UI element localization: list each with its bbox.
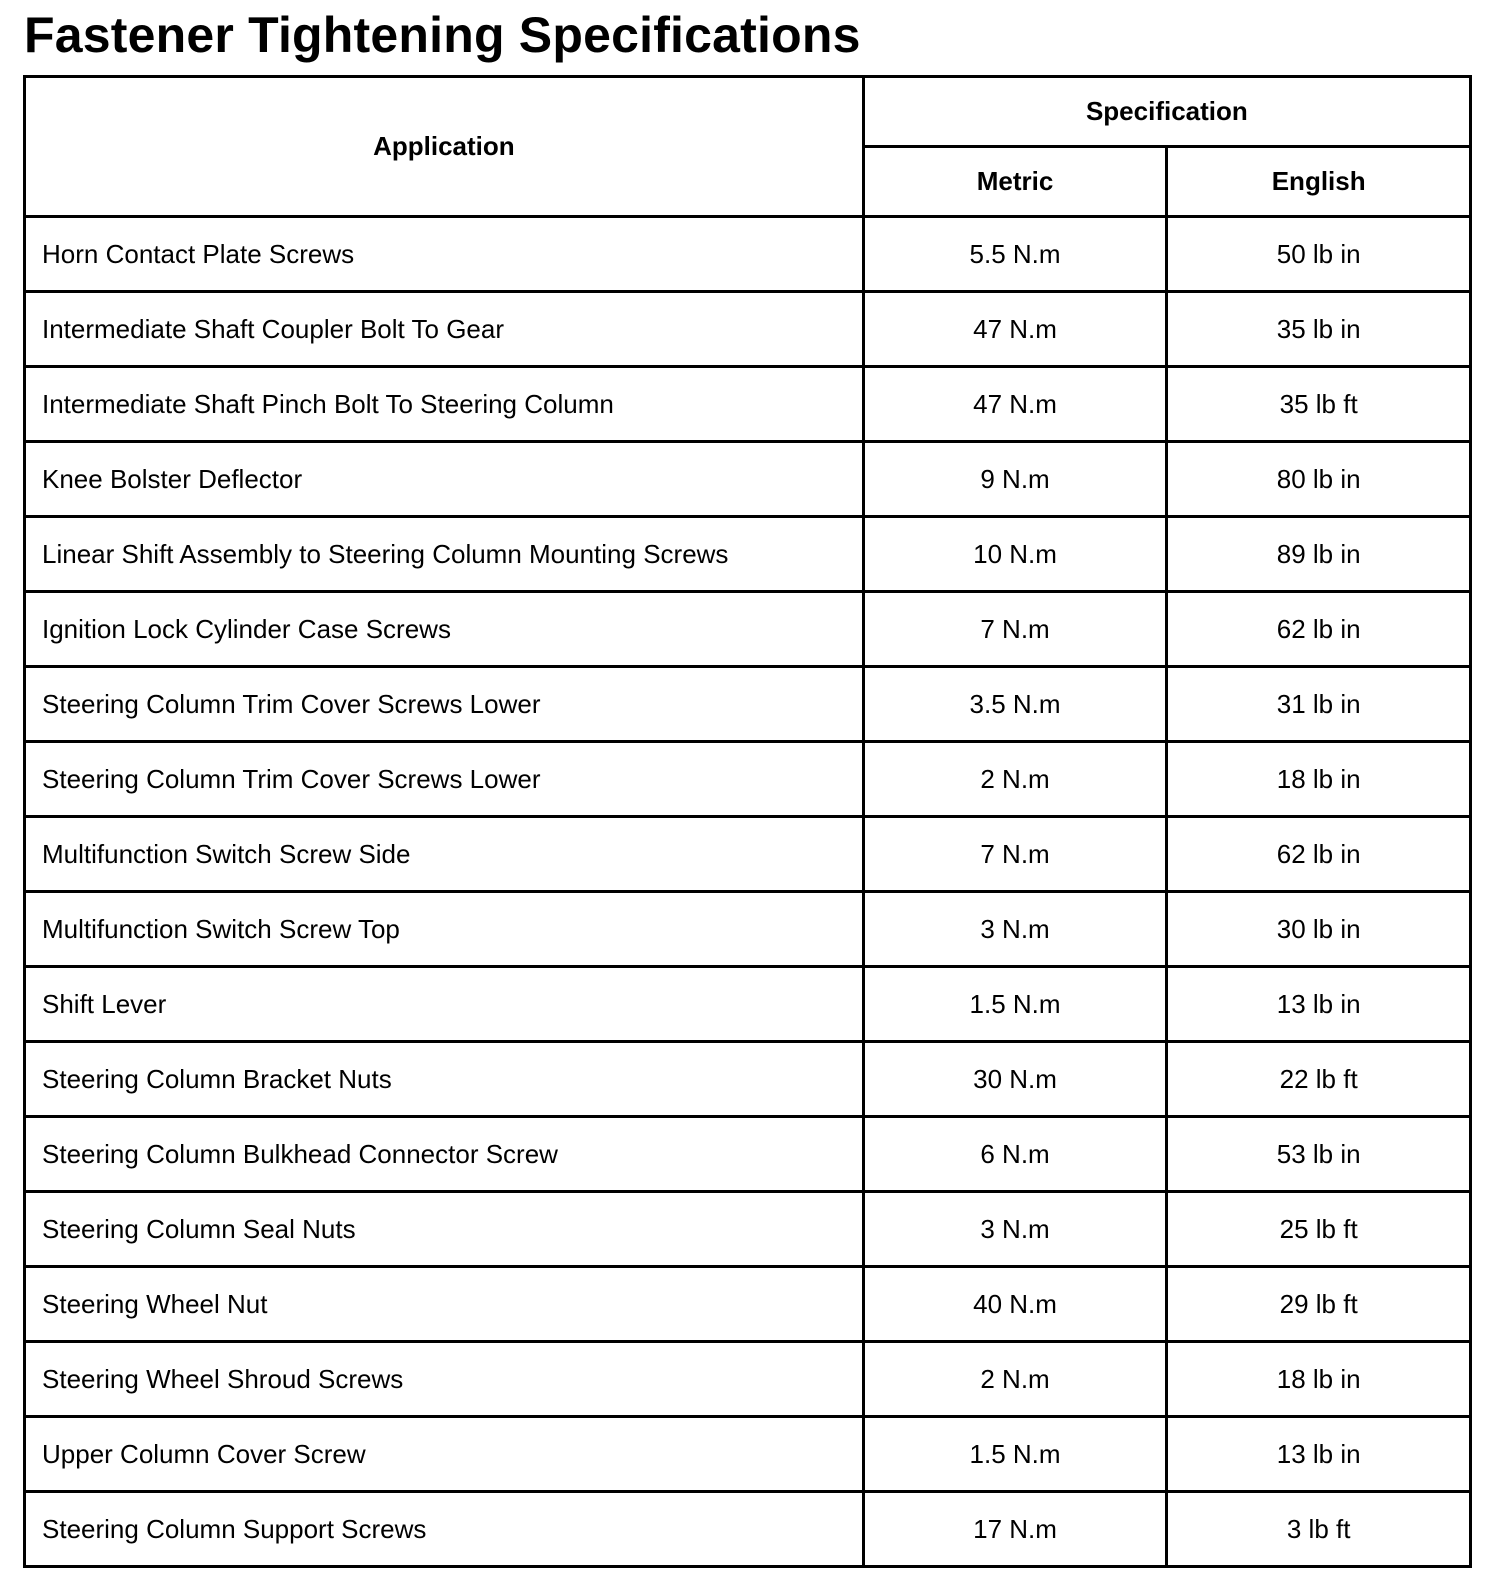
table-row: Knee Bolster Deflector 9 N.m 80 lb in [23, 440, 1472, 518]
application-cell: Steering Column Bulkhead Connector Screw [23, 1115, 865, 1193]
table-row: Steering Column Support Screws 17 N.m 3 lb… [23, 1490, 1472, 1568]
english-cell: 62 lb in [1165, 590, 1472, 668]
application-cell: Steering Wheel Nut [23, 1265, 865, 1343]
application-cell: Steering Column Trim Cover Screws Lower [23, 740, 865, 818]
english-cell: 35 lb in [1165, 290, 1472, 368]
table-row: Intermediate Shaft Pinch Bolt To Steerin… [23, 365, 1472, 443]
application-cell: Steering Column Support Screws [23, 1490, 865, 1568]
application-cell: Multifunction Switch Screw Side [23, 815, 865, 893]
metric-cell: 3.5 N.m [861, 665, 1169, 743]
table-row: Multifunction Switch Screw Side 7 N.m 62 l… [23, 815, 1472, 893]
english-cell: 13 lb in [1165, 1415, 1472, 1493]
application-cell: Steering Wheel Shroud Screws [23, 1340, 865, 1418]
english-cell: 18 lb in [1165, 1340, 1472, 1418]
metric-cell: 40 N.m [861, 1265, 1169, 1343]
metric-cell: 3 N.m [861, 1190, 1169, 1268]
table-row: Steering Column Trim Cover Screws Lower 2… [23, 740, 1472, 818]
table-row: Steering Column Trim Cover Screws Lower 3… [23, 665, 1472, 743]
english-cell: 18 lb in [1165, 740, 1472, 818]
english-cell: 53 lb in [1165, 1115, 1472, 1193]
application-cell: Steering Column Bracket Nuts [23, 1040, 865, 1118]
application-cell: Upper Column Cover Screw [23, 1415, 865, 1493]
application-cell: Knee Bolster Deflector [23, 440, 865, 518]
table-row: Shift Lever 1.5 N.m 13 lb in [23, 965, 1472, 1043]
table-row: Steering Wheel Shroud Screws 2 N.m 18 lb i… [23, 1340, 1472, 1418]
english-cell: 35 lb ft [1165, 365, 1472, 443]
application-cell: Horn Contact Plate Screws [23, 215, 865, 293]
application-cell: Multifunction Switch Screw Top [23, 890, 865, 968]
metric-cell: 47 N.m [861, 290, 1169, 368]
metric-cell: 47 N.m [861, 365, 1169, 443]
english-cell: 50 lb in [1165, 215, 1472, 293]
table-row: Steering Column Bulkhead Connector Screw… [23, 1115, 1472, 1193]
metric-cell: 1.5 N.m [861, 965, 1169, 1043]
english-cell: 3 lb ft [1165, 1490, 1472, 1568]
application-cell: Shift Lever [23, 965, 865, 1043]
english-cell: 31 lb in [1165, 665, 1472, 743]
metric-cell: 5.5 N.m [861, 215, 1169, 293]
metric-cell: 2 N.m [861, 1340, 1169, 1418]
table-row: Steering Wheel Nut 40 N.m 29 lb ft [23, 1265, 1472, 1343]
table-row: Upper Column Cover Screw 1.5 N.m 13 lb in [23, 1415, 1472, 1493]
metric-cell: 6 N.m [861, 1115, 1169, 1193]
table-row: Ignition Lock Cylinder Case Screws 7 N.m 6… [23, 590, 1472, 668]
header-application: Application [23, 75, 865, 218]
english-cell: 22 lb ft [1165, 1040, 1472, 1118]
spec-table: Application Specification Metric English… [23, 75, 1473, 1568]
english-cell: 62 lb in [1165, 815, 1472, 893]
english-cell: 25 lb ft [1165, 1190, 1472, 1268]
metric-cell: 7 N.m [861, 590, 1169, 668]
metric-cell: 10 N.m [861, 515, 1169, 593]
table-row: Steering Column Bracket Nuts 30 N.m 22 lb … [23, 1040, 1472, 1118]
english-cell: 29 lb ft [1165, 1265, 1472, 1343]
english-cell: 13 lb in [1165, 965, 1472, 1043]
table-row: Horn Contact Plate Screws 5.5 N.m 50 lb in [23, 215, 1472, 293]
application-cell: Steering Column Seal Nuts [23, 1190, 865, 1268]
application-cell: Intermediate Shaft Pinch Bolt To Steerin… [23, 365, 865, 443]
header-metric: Metric [861, 145, 1169, 218]
english-cell: 80 lb in [1165, 440, 1472, 518]
metric-cell: 3 N.m [861, 890, 1169, 968]
header-english: English [1165, 145, 1472, 218]
page-title: Fastener Tightening Specifications [24, 7, 861, 63]
metric-cell: 2 N.m [861, 740, 1169, 818]
metric-cell: 9 N.m [861, 440, 1169, 518]
application-cell: Intermediate Shaft Coupler Bolt To Gear [23, 290, 865, 368]
english-cell: 89 lb in [1165, 515, 1472, 593]
application-cell: Ignition Lock Cylinder Case Screws [23, 590, 865, 668]
table-row: Linear Shift Assembly to Steering Column… [23, 515, 1472, 593]
table-row: Steering Column Seal Nuts 3 N.m 25 lb ft [23, 1190, 1472, 1268]
metric-cell: 7 N.m [861, 815, 1169, 893]
application-cell: Linear Shift Assembly to Steering Column… [23, 515, 865, 593]
metric-cell: 17 N.m [861, 1490, 1169, 1568]
metric-cell: 1.5 N.m [861, 1415, 1169, 1493]
table-row: Multifunction Switch Screw Top 3 N.m 30 lb… [23, 890, 1472, 968]
application-cell: Steering Column Trim Cover Screws Lower [23, 665, 865, 743]
metric-cell: 30 N.m [861, 1040, 1169, 1118]
header-specification: Specification [861, 75, 1473, 148]
english-cell: 30 lb in [1165, 890, 1472, 968]
table-row: Intermediate Shaft Coupler Bolt To Gear 4… [23, 290, 1472, 368]
